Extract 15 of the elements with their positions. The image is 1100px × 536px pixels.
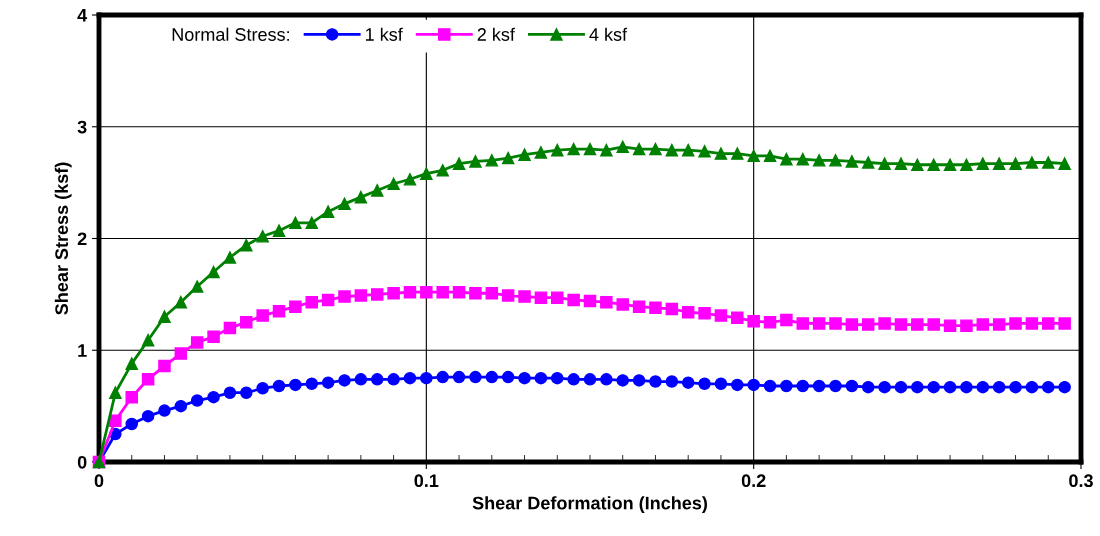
- y-tick-label: 2: [77, 232, 87, 246]
- y-axis-title: Shear Stress (ksf): [54, 162, 72, 315]
- y-tick-label: 3: [77, 120, 87, 134]
- legend-label: 4 ksf: [589, 27, 628, 41]
- y-tick-label: 1: [78, 344, 87, 357]
- x-tick-label: 0.1: [414, 474, 439, 488]
- legend-label: 1 ksf: [366, 27, 403, 41]
- x-axis-title: Shear Deformation (Inches): [472, 496, 707, 514]
- x-tick-label: 0: [94, 474, 104, 488]
- legend-title: Normal Stress:: [172, 27, 289, 41]
- y-tick-label: 0: [77, 455, 87, 469]
- x-tick-label: 0.2: [741, 474, 766, 488]
- x-tick-label: 0.3: [1069, 474, 1093, 488]
- y-tick-label: 4: [77, 9, 88, 22]
- legend-label: 2 ksf: [477, 27, 515, 41]
